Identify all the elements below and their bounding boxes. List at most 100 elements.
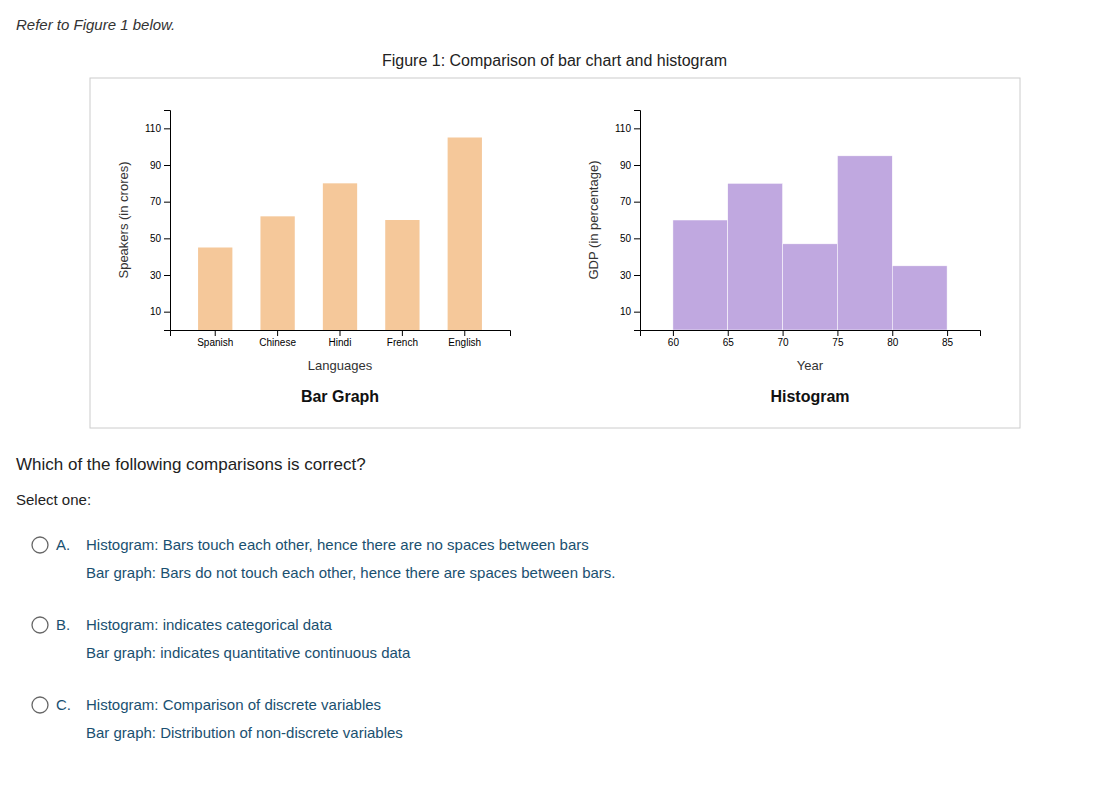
y-axis-title: Speakers (in crores) — [116, 161, 131, 278]
radio-button[interactable] — [32, 617, 48, 633]
chart: Spanish Chinese Hindi French English 10 30 50 70… — [116, 111, 511, 406]
x-axis-title: Languages — [308, 358, 373, 373]
x-tick-mark — [837, 330, 838, 336]
histogram-bar — [783, 244, 838, 330]
histogram-bar — [892, 266, 947, 330]
chart-title: Histogram — [770, 388, 849, 405]
option-label[interactable]: A. — [56, 536, 70, 553]
y-tick-label: 30 — [620, 270, 632, 281]
x-tick-mark — [277, 330, 278, 336]
y-tick-label: 50 — [150, 233, 162, 244]
x-tick-label: 70 — [778, 337, 790, 348]
y-tick-label: 70 — [620, 196, 632, 207]
x-tick-label: 85 — [942, 337, 954, 348]
y-tick-label: 110 — [615, 123, 631, 134]
x-tick-mark — [340, 330, 341, 336]
y-tick-mark — [164, 128, 170, 129]
y-tick: 90 — [150, 160, 170, 171]
x-tick-mark — [215, 330, 216, 336]
x-tick: Hindi — [329, 330, 352, 348]
option[interactable]: C. Histogram: Comparison of discrete vari… — [32, 696, 403, 741]
option-text[interactable]: Bar graph: Distribution of non-discrete … — [86, 724, 403, 741]
plot-area — [673, 156, 947, 330]
y-tick-mark — [634, 312, 640, 313]
x-tick: Chinese — [259, 330, 296, 348]
y-tick: 70 — [150, 196, 170, 207]
histogram-bar — [728, 183, 783, 330]
y-tick-label: 90 — [620, 160, 632, 171]
option[interactable]: A. Histogram: Bars touch each other, henc… — [32, 536, 616, 581]
x-tick-mark — [892, 330, 893, 336]
y-tick-mark — [634, 275, 640, 276]
x-tick-mark — [947, 330, 948, 336]
y-tick: 50 — [620, 233, 640, 244]
option-text[interactable]: Histogram: Bars touch each other, hence … — [86, 536, 589, 553]
chart-title: Bar Graph — [301, 388, 379, 405]
y-tick-label: 90 — [150, 160, 162, 171]
y-tick-mark — [634, 165, 640, 166]
x-tick-mark — [402, 330, 403, 336]
x-tick: 80 — [887, 330, 899, 348]
y-axis: 10 30 50 70 90 110 — [145, 111, 170, 331]
y-tick-mark — [164, 238, 170, 239]
x-tick: 85 — [942, 330, 954, 348]
header-text: Refer to Figure 1 below. — [16, 16, 175, 33]
option-text[interactable]: Bar graph: indicates quantitative contin… — [86, 644, 411, 661]
x-tick-label: 75 — [832, 337, 844, 348]
figure-title: Figure 1: Comparison of bar chart and hi… — [382, 52, 727, 69]
y-tick: 30 — [150, 270, 170, 281]
x-tick-mark — [728, 330, 729, 336]
y-tick: 10 — [620, 306, 640, 317]
radio-button[interactable] — [32, 537, 48, 553]
bar — [260, 216, 294, 330]
histogram-bar — [673, 220, 728, 330]
x-tick-label: English — [448, 337, 481, 348]
y-tick-mark — [164, 275, 170, 276]
option-label[interactable]: C. — [56, 696, 71, 713]
y-tick-label: 10 — [620, 306, 632, 317]
y-tick: 30 — [620, 270, 640, 281]
y-axis-title: GDP (in percentage) — [586, 161, 601, 280]
y-tick-mark — [164, 202, 170, 203]
y-tick: 70 — [620, 196, 640, 207]
x-tick: 60 — [668, 330, 680, 348]
y-tick-label: 10 — [150, 306, 162, 317]
x-tick-label: Chinese — [259, 337, 296, 348]
y-tick-label: 110 — [145, 123, 161, 134]
option-text[interactable]: Histogram: Comparison of discrete variab… — [86, 696, 381, 713]
option[interactable]: B. Histogram: indicates categorical data B… — [32, 616, 411, 661]
option-text[interactable]: Histogram: indicates categorical data — [86, 616, 333, 633]
x-axis-title: Year — [797, 358, 824, 373]
select-one: Select one: — [16, 491, 91, 508]
x-axis-line — [171, 331, 511, 337]
x-tick-mark — [464, 330, 465, 336]
x-tick-label: 65 — [723, 337, 735, 348]
y-tick: 110 — [145, 123, 170, 134]
bar — [323, 183, 357, 330]
plot-area — [198, 138, 482, 331]
bar — [385, 220, 419, 330]
y-tick-mark — [634, 202, 640, 203]
y-tick-label: 50 — [620, 233, 632, 244]
y-tick-mark — [164, 312, 170, 313]
y-tick: 50 — [150, 233, 170, 244]
x-tick: French — [387, 330, 418, 348]
x-tick-mark — [783, 330, 784, 336]
y-axis-line — [634, 111, 641, 331]
y-tick-mark — [634, 128, 640, 129]
histogram-bar — [837, 156, 892, 330]
option-label[interactable]: B. — [56, 616, 70, 633]
x-tick: Spanish — [197, 330, 233, 348]
option-text[interactable]: Bar graph: Bars do not touch each other,… — [86, 564, 616, 581]
x-tick-label: 60 — [668, 337, 680, 348]
bar — [198, 248, 232, 331]
bar — [448, 138, 482, 331]
x-tick-mark — [673, 330, 674, 336]
x-tick-label: French — [387, 337, 418, 348]
radio-button[interactable] — [32, 697, 48, 713]
y-tick: 90 — [620, 160, 640, 171]
x-axis-line — [641, 331, 981, 337]
page: Refer to Figure 1 below. Figure 1: Compar… — [0, 0, 1109, 805]
chart: 60 65 70 75 80 85 10 30 50 70 90 110 Year GDP (in per… — [586, 111, 981, 406]
x-tick: 65 — [723, 330, 735, 348]
